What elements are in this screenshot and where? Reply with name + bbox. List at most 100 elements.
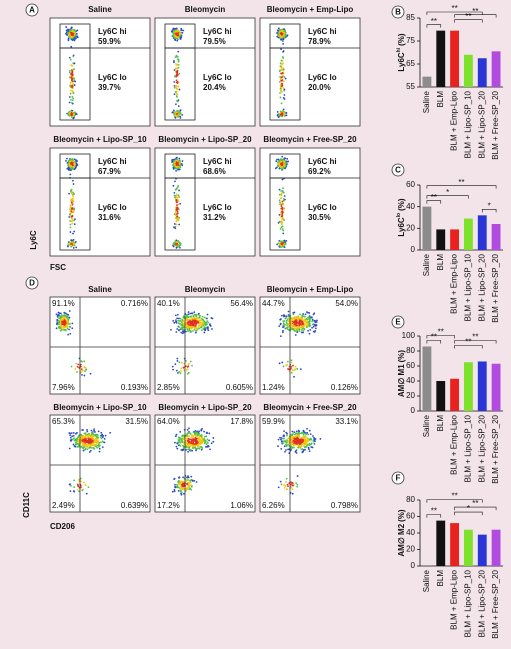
event-dot — [314, 327, 317, 330]
gate-label: Ly6C hi — [308, 157, 337, 166]
event-dot — [281, 206, 284, 209]
event-dot — [173, 191, 176, 194]
event-dot — [302, 437, 305, 440]
y-label-sup: hi — [396, 47, 402, 52]
event-dot — [71, 222, 74, 225]
event-dot — [178, 436, 180, 439]
event-dot — [280, 197, 282, 200]
event-dot — [189, 449, 192, 451]
event-dot — [309, 433, 312, 436]
event-dot — [278, 28, 281, 31]
event-dot — [182, 323, 185, 326]
event-dot — [69, 85, 72, 87]
event-dot — [195, 313, 198, 316]
event-dot — [277, 32, 280, 35]
event-dot — [173, 158, 176, 161]
event-dot — [187, 311, 190, 313]
event-dot — [177, 59, 180, 62]
event-dot — [280, 63, 283, 66]
event-dot — [280, 36, 283, 38]
event-dot — [86, 441, 88, 444]
event-dot — [306, 322, 308, 325]
event-dot — [280, 437, 283, 439]
y-tick-label: 40 — [406, 202, 415, 211]
event-dot — [76, 488, 79, 491]
event-dot — [291, 364, 294, 367]
event-dot — [178, 361, 181, 364]
quadrant-value: 65.3% — [52, 417, 75, 426]
event-dot — [282, 68, 285, 71]
event-dot — [176, 29, 179, 32]
bar — [436, 229, 446, 250]
panel-letter: B — [395, 8, 401, 17]
event-dot — [177, 317, 180, 320]
event-dot — [285, 114, 288, 117]
event-dot — [180, 326, 183, 329]
event-dot — [176, 37, 179, 40]
event-dot — [188, 440, 190, 443]
gate-value: 31.6% — [98, 213, 121, 222]
gate-lo — [59, 177, 91, 251]
event-dot — [189, 432, 192, 435]
event-dot — [306, 439, 309, 442]
event-dot — [195, 435, 198, 438]
event-dot — [175, 208, 178, 210]
event-dot — [70, 432, 73, 435]
event-dot — [205, 435, 208, 438]
event-dot — [197, 326, 200, 328]
significance-label: ** — [472, 7, 478, 16]
event-dot — [310, 316, 313, 319]
event-dot — [91, 442, 94, 445]
event-dot — [319, 438, 322, 440]
event-dot — [283, 34, 285, 37]
event-dot — [282, 437, 284, 440]
event-dot — [64, 321, 67, 324]
plot-area — [49, 147, 151, 257]
event-dot — [71, 90, 74, 93]
event-dot — [188, 445, 191, 447]
significance-bracket — [426, 24, 442, 28]
event-dot — [172, 168, 175, 170]
event-dot — [181, 439, 184, 442]
bar — [491, 224, 501, 250]
event-dot — [189, 479, 191, 482]
event-dot — [283, 219, 285, 221]
event-dot — [61, 318, 64, 321]
event-dot — [282, 187, 284, 190]
event-dot — [97, 444, 100, 447]
event-dot — [85, 492, 88, 495]
event-dot — [200, 448, 203, 451]
event-dot — [66, 313, 68, 316]
event-dot — [71, 159, 74, 161]
event-dot — [196, 317, 198, 319]
event-dot — [198, 316, 201, 319]
y-label-main: Ly6C — [397, 52, 406, 71]
event-dot — [178, 164, 181, 167]
event-dot — [300, 328, 303, 331]
event-dot — [73, 77, 76, 80]
event-dot — [175, 445, 178, 448]
event-dot — [178, 168, 181, 171]
event-dot — [192, 441, 195, 444]
event-dot — [177, 439, 180, 441]
event-dot — [285, 239, 288, 242]
plot-title: Bleomycin — [185, 285, 226, 294]
event-dot — [178, 482, 181, 485]
event-dot — [63, 324, 66, 327]
event-dot — [185, 441, 188, 444]
event-dot — [71, 327, 74, 330]
event-dot — [295, 442, 298, 445]
event-dot — [195, 447, 198, 450]
event-dot — [182, 492, 185, 495]
event-dot — [293, 440, 296, 443]
plot-title: Bleomycin + Emp-Lipo — [267, 285, 354, 294]
event-dot — [62, 326, 65, 329]
event-dot — [281, 161, 284, 164]
event-dot — [175, 111, 178, 114]
event-dot — [70, 365, 73, 368]
event-dot — [82, 438, 84, 441]
event-dot — [281, 76, 283, 79]
event-dot — [92, 435, 94, 438]
event-dot — [311, 318, 314, 321]
